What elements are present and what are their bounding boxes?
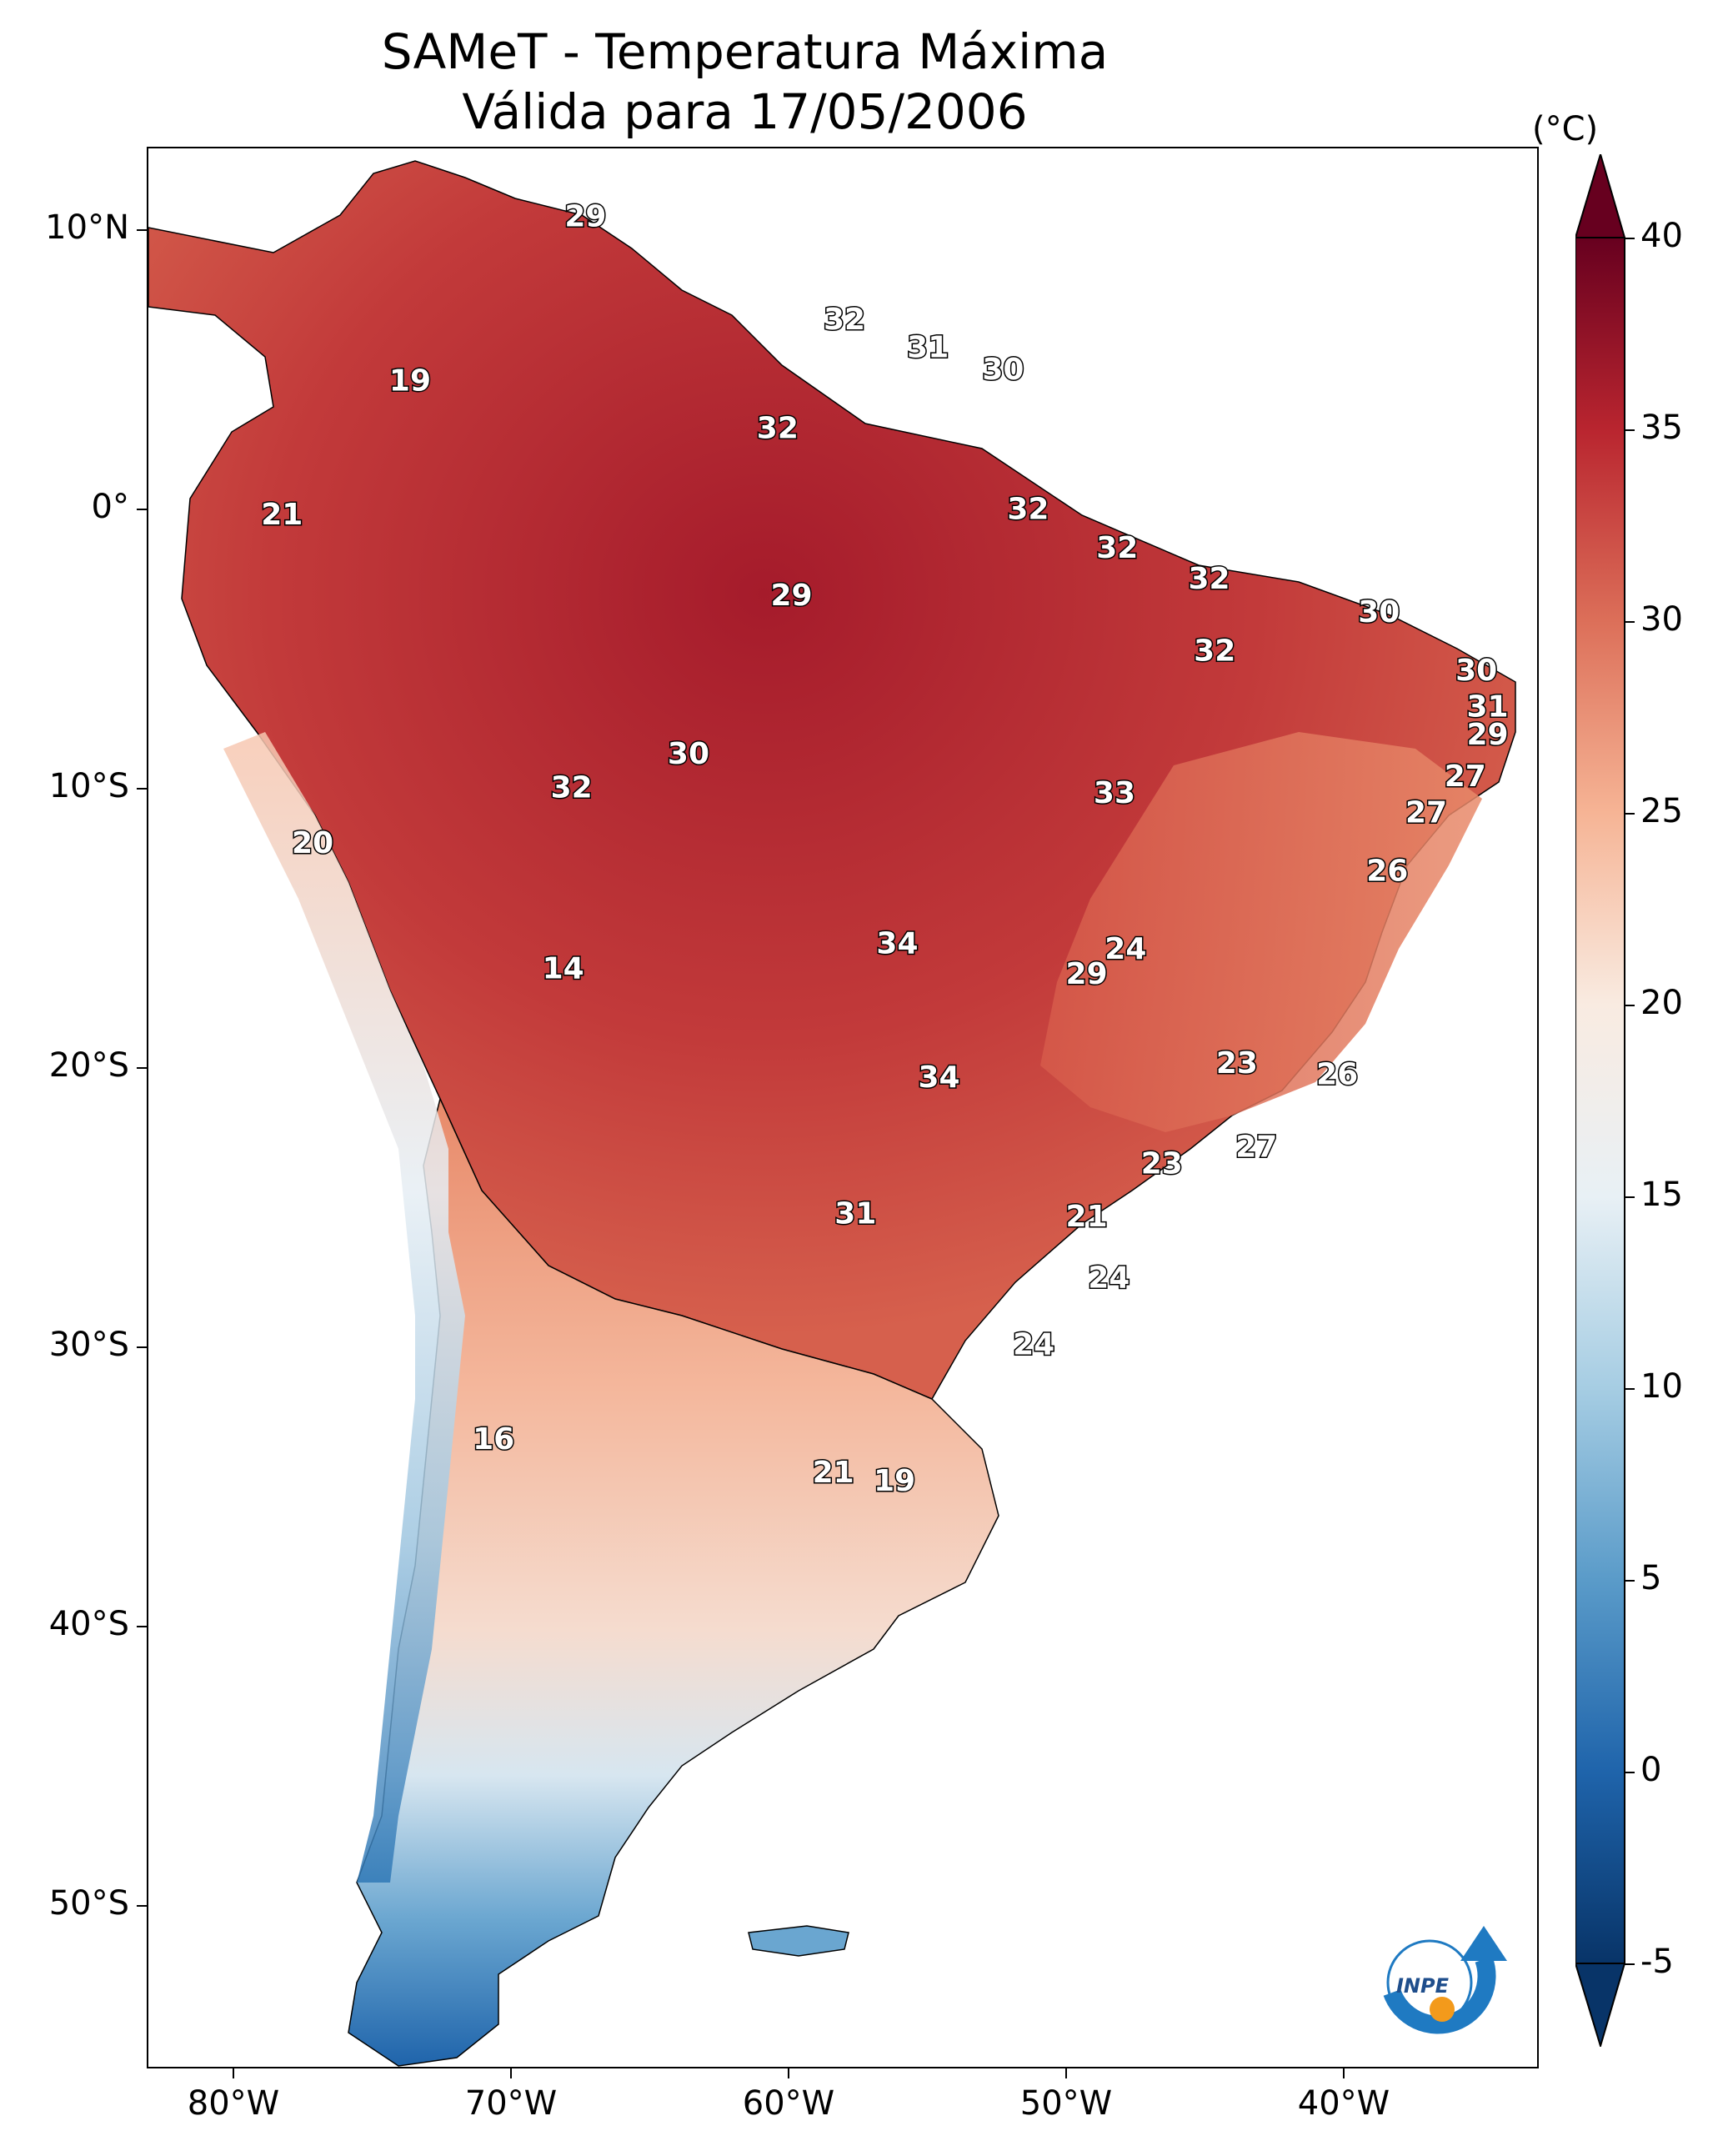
colorbar-tick-label: 20 [1640,984,1683,1022]
region-east-brazil [1040,732,1482,1132]
lat-label-20s: 20°S [48,1046,129,1085]
station-value-label: 29 [1066,957,1108,991]
station-value-label: 21 [261,498,303,532]
station-value-label: 29 [1466,718,1508,752]
lat-tick [137,1905,147,1907]
lat-label-30s: 30°S [48,1326,129,1364]
colorbar-tick [1625,1580,1635,1582]
station-value-label: 24 [1104,932,1146,966]
colorbar-tick-label: 35 [1640,409,1683,447]
inpe-logo-icon: INPE [1383,1926,1507,2034]
station-value-label: 23 [1141,1146,1183,1181]
map-area: 29 32 31 30 19 32 32 32 21 32 29 30 32 30 31 29 30 27 32 33… [147,147,1539,2068]
colorbar-tick [1625,429,1635,431]
colorbar-tick-label: 15 [1640,1176,1683,1214]
station-value-label: 32 [1188,562,1230,596]
lon-tick [788,2068,789,2078]
lon-label-80w: 80°W [187,2084,280,2123]
station-value-label: 32 [1007,492,1049,526]
lat-label-10s: 10°S [48,767,129,805]
station-value-label: 21 [813,1456,854,1490]
lon-label-70w: 70°W [464,2084,558,2123]
lat-label-40s: 40°S [48,1605,129,1643]
colorbar-tick [1625,1005,1635,1006]
station-value-label: 29 [564,200,606,234]
station-value-label: 19 [389,364,431,399]
station-value-label: 23 [1216,1046,1258,1081]
colorbar [1575,154,1625,2047]
station-value-label: 34 [876,926,918,960]
colorbar-tick-label: -5 [1640,1943,1674,1981]
lat-label-0: 0° [91,488,129,526]
station-value-label: 24 [1013,1327,1054,1361]
colorbar-bottom-arrow [1575,1963,1625,2047]
lat-label-50s: 50°S [48,1884,129,1923]
colorbar-tick [1625,813,1635,815]
station-value-label: 21 [1066,1200,1108,1234]
colorbar-tick [1625,621,1635,623]
station-value-label: 26 [1366,855,1408,889]
station-value-label: 27 [1445,760,1486,794]
station-value-label: 34 [919,1060,960,1095]
lon-tick [510,2068,512,2078]
station-value-label: 30 [1358,595,1400,629]
station-value-label: 19 [874,1464,915,1498]
lon-tick [233,2068,234,2078]
station-value-label: 32 [551,770,593,805]
station-value-label: 14 [543,951,584,985]
colorbar-tick-label: 40 [1640,217,1683,255]
lat-tick [137,1626,147,1627]
station-value-label: 33 [1094,776,1135,810]
colorbar-top-arrow [1575,154,1625,238]
station-value-label: 20 [292,826,333,860]
colorbar-tick [1625,238,1635,239]
colorbar-tick [1625,1388,1635,1390]
logo-text: INPE [1396,1974,1450,1998]
colorbar-unit: (°C) [1532,110,1599,148]
lon-label-60w: 60°W [742,2084,835,2123]
station-value-label: 31 [907,331,949,365]
colorbar-tick-label: 25 [1640,792,1683,830]
station-value-label: 27 [1405,795,1447,830]
lon-tick [1065,2068,1067,2078]
station-value-label: 30 [1455,654,1497,688]
lat-tick [137,509,147,510]
station-value-label: 32 [1194,634,1235,669]
station-value-label: 30 [982,353,1024,387]
station-value-label: 30 [668,737,709,771]
lon-tick [1343,2068,1345,2078]
lat-tick [137,229,147,231]
chart-subtitle: Válida para 17/05/2006 [462,83,1028,140]
lat-label-10n: 10°N [45,208,129,247]
colorbar-tick-label: 5 [1640,1559,1662,1597]
station-value-label: 29 [770,579,812,613]
station-value-label: 32 [757,411,799,445]
station-value-label: 32 [1096,531,1138,565]
station-value-label: 31 [834,1196,876,1231]
colorbar-tick [1625,1196,1635,1198]
station-value-label: 27 [1235,1130,1277,1164]
colorbar-tick-label: 10 [1640,1367,1683,1406]
colorbar-bar [1575,237,1625,1964]
station-value-label: 24 [1088,1261,1129,1295]
colorbar-tick [1625,1772,1635,1773]
lat-tick [137,788,147,790]
falkland-islands [748,1925,849,1957]
colorbar-tick-label: 0 [1640,1751,1662,1789]
station-value-label: 32 [824,303,865,337]
colorbar-tick-label: 30 [1640,600,1683,639]
region-andes [223,732,465,1883]
colorbar-tick [1625,1963,1635,1965]
station-value-label: 31 [1466,689,1508,724]
lon-label-40w: 40°W [1297,2084,1390,2123]
station-value-label: 16 [473,1422,514,1457]
chart-title: SAMeT - Temperatura Máxima [381,23,1109,80]
lon-label-50w: 50°W [1019,2084,1113,2123]
lat-tick [137,1067,147,1069]
lat-tick [137,1346,147,1348]
station-value-label: 26 [1316,1057,1358,1091]
